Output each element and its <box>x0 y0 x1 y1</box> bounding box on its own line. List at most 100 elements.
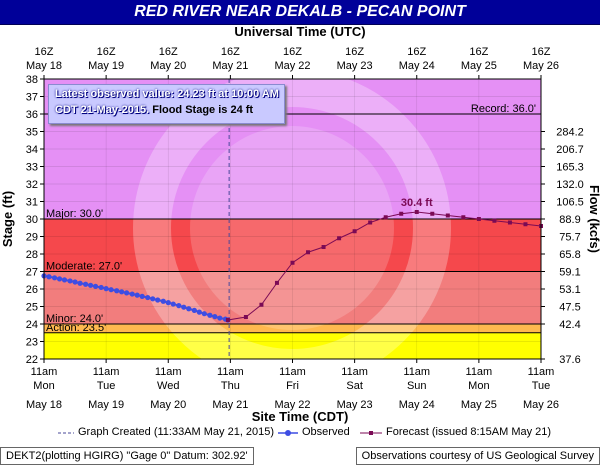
observed-point <box>160 298 166 304</box>
forecast-point <box>243 315 248 319</box>
left-tick-label: 24 <box>26 319 38 331</box>
observed-point <box>98 284 104 291</box>
observed-point <box>170 301 176 307</box>
right-tick-label: 59.1 <box>559 267 580 279</box>
observed-point <box>181 304 187 310</box>
bottom-tick-label-date: May 21 <box>212 399 248 411</box>
observed-point <box>176 303 182 309</box>
observed-point <box>87 282 94 288</box>
right-tick-label: 206.7 <box>556 144 584 156</box>
bottom-tick-label-time: 11am <box>341 366 368 378</box>
legend: Graph Created (11:33AM May 21, 2015) Obs… <box>0 426 600 440</box>
right-tick-label: 47.5 <box>559 302 580 314</box>
forecast-point <box>274 280 279 285</box>
legend-observed: Observed <box>302 426 350 438</box>
right-tick-label: 88.9 <box>559 214 580 226</box>
left-tick-label: 36 <box>26 109 38 121</box>
forecast-point <box>523 222 528 227</box>
legend-graph-created: Graph Created (11:33AM May 21, 2015) <box>78 426 275 438</box>
observed-point <box>207 312 213 318</box>
forecast-point <box>337 236 342 241</box>
bottom-tick-label-day: Thu <box>221 380 240 392</box>
left-tick-label: 22 <box>26 354 38 366</box>
callout-line-2: CDT 21-May-2015. Flood Stage is 24 ft <box>55 104 253 116</box>
top-tick-label-time: 16Z <box>345 46 364 58</box>
flood-label-minor: Minor: 24.0' <box>46 313 103 325</box>
bottom-tick-label-day: Sat <box>346 380 363 392</box>
bottom-tick-label-date: May 20 <box>150 399 186 411</box>
bottom-axis-title: Site Time (CDT) <box>251 409 349 424</box>
bottom-tick-label-date: May 18 <box>26 399 62 411</box>
callout-line-1: Latest observed value: 24.23 ft at 10:00… <box>55 88 279 100</box>
bottom-tick-label-time: 11am <box>466 366 493 378</box>
observed-point <box>134 292 140 298</box>
bottom-tick-label-date: May 24 <box>399 399 435 411</box>
bottom-tick-label-day: Tue <box>97 380 116 392</box>
left-tick-label: 27 <box>26 267 38 279</box>
right-tick-label: 284.2 <box>556 127 584 139</box>
top-tick-label-time: 16Z <box>407 46 426 58</box>
observed-point <box>119 289 125 295</box>
observed-point <box>72 279 78 285</box>
observed-point <box>56 276 63 282</box>
bottom-tick-label-time: 11am <box>528 366 555 378</box>
bottom-tick-label-date: May 22 <box>274 399 310 411</box>
observed-point <box>77 280 83 286</box>
forecast-point <box>476 217 481 221</box>
flood-label-major: Major: 30.0' <box>46 208 103 220</box>
forecast-point <box>430 211 435 216</box>
forecast-point <box>445 213 450 218</box>
left-tick-label: 33 <box>26 162 38 174</box>
left-tick-label: 38 <box>26 74 38 86</box>
latest-observation-callout: Latest observed value: 24.23 ft at 10:00… <box>48 84 285 124</box>
right-tick-label: 106.5 <box>556 197 584 209</box>
top-tick-label-time: 16Z <box>35 46 54 58</box>
observed-point <box>51 275 58 281</box>
left-tick-label: 28 <box>26 249 38 261</box>
top-tick-label-date: May 25 <box>461 60 497 72</box>
left-tick-label: 31 <box>26 197 38 209</box>
top-tick-label-date: May 18 <box>26 60 62 72</box>
observed-point <box>61 277 68 283</box>
minor-zone <box>44 324 541 333</box>
footer: DEKT2(plotting HGIRG) "Gage 0" Datum: 30… <box>0 447 600 465</box>
top-tick-label-time: 16Z <box>532 46 551 58</box>
left-tick-label: 25 <box>26 302 38 314</box>
bottom-tick-label-time: 11am <box>93 366 120 378</box>
right-tick-label: 132.0 <box>556 179 584 191</box>
right-tick-label: 37.6 <box>559 354 580 366</box>
bottom-tick-label-day: Sun <box>407 380 427 392</box>
bottom-tick-label-date: May 26 <box>523 399 559 411</box>
observed-point <box>103 286 109 292</box>
left-tick-label: 29 <box>26 232 38 244</box>
top-tick-label-time: 16Z <box>97 46 116 58</box>
left-tick-label: 37 <box>26 92 38 104</box>
forecast-marker-icon <box>369 431 373 435</box>
left-tick-label: 32 <box>26 179 38 191</box>
noaa-watermark-disc-icon <box>190 126 394 330</box>
top-tick-label-date: May 20 <box>150 60 186 72</box>
top-tick-label-date: May 21 <box>212 60 248 72</box>
forecast-point <box>259 302 264 307</box>
observed-point <box>129 291 135 297</box>
top-tick-label-date: May 22 <box>274 60 310 72</box>
legend-forecast: Forecast (issued 8:15AM May 21) <box>386 426 552 438</box>
observed-point <box>108 287 114 293</box>
top-tick-label-date: May 24 <box>399 60 435 72</box>
top-tick-label-date: May 23 <box>337 60 373 72</box>
noaa-watermark-ring-icon <box>133 69 451 387</box>
bottom-tick-label-time: 11am <box>403 366 430 378</box>
right-tick-label: 65.8 <box>559 249 580 261</box>
forecast-point <box>461 215 466 220</box>
observed-point <box>92 283 99 289</box>
forecast-point <box>290 260 295 265</box>
observed-point <box>150 296 156 302</box>
top-tick-label-date: May 19 <box>88 60 124 72</box>
bottom-tick-label-time: 11am <box>217 366 244 378</box>
bottom-tick-label-day: Fri <box>286 380 299 392</box>
right-tick-label: 42.4 <box>559 319 580 331</box>
right-tick-label: 75.7 <box>559 232 580 244</box>
forecast-point <box>225 317 230 322</box>
forecast-point <box>321 245 326 249</box>
